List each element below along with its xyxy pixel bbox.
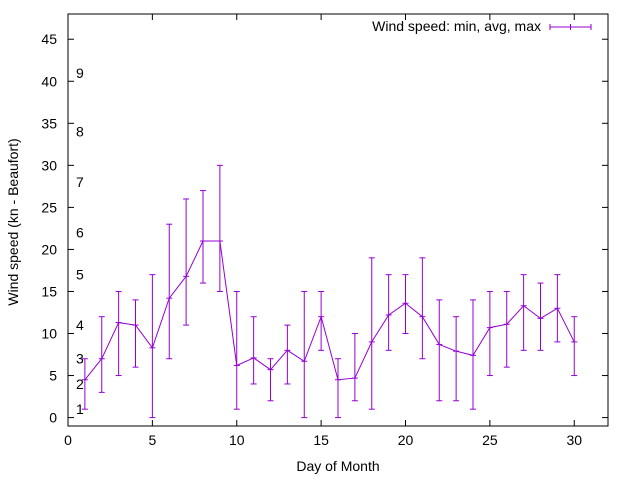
- y-tick-label: 0: [49, 410, 57, 426]
- plot-frame: [67, 13, 609, 427]
- x-tick-label: 15: [313, 432, 329, 448]
- beaufort-label: 1: [76, 401, 84, 417]
- beaufort-label: 9: [76, 65, 84, 81]
- beaufort-label: 5: [76, 267, 84, 283]
- y-tick-label: 5: [49, 368, 57, 384]
- y-tick-label: 30: [41, 157, 57, 173]
- beaufort-label: 6: [76, 225, 84, 241]
- x-tick-label: 30: [566, 432, 582, 448]
- legend-label: Wind speed: min, avg, max: [372, 18, 541, 34]
- beaufort-scale-labels: 1 2 3 4 5 6 7 8 9: [76, 65, 84, 417]
- x-tick-label: 5: [148, 432, 156, 448]
- beaufort-label: 4: [76, 317, 84, 333]
- y-tick-label: 25: [41, 199, 57, 215]
- y-tick-label: 40: [41, 73, 57, 89]
- x-tick-label: 25: [482, 432, 498, 448]
- x-tick-label: 0: [64, 432, 72, 448]
- y-tick-label: 15: [41, 283, 57, 299]
- error-bars: [81, 164, 578, 419]
- beaufort-label: 8: [76, 124, 84, 140]
- legend-sample: [549, 24, 592, 30]
- x-axis-label: Day of Month: [296, 458, 379, 474]
- y-tick-label: 45: [41, 31, 57, 47]
- beaufort-label: 2: [76, 376, 84, 392]
- y-axis-label: Wind speed (kn - Beaufort): [5, 138, 21, 305]
- y-tick-label: 35: [41, 115, 57, 131]
- beaufort-label: 7: [76, 174, 84, 190]
- x-tick-label: 20: [398, 432, 414, 448]
- beaufort-label: 3: [76, 351, 84, 367]
- axis-ticks: [67, 14, 608, 426]
- x-tick-label: 10: [229, 432, 245, 448]
- y-tick-label: 20: [41, 241, 57, 257]
- legend: Wind speed: min, avg, max: [372, 18, 592, 34]
- series-lines: [84, 240, 575, 381]
- y-tick-label: 10: [41, 326, 57, 342]
- series-line: [84, 240, 575, 381]
